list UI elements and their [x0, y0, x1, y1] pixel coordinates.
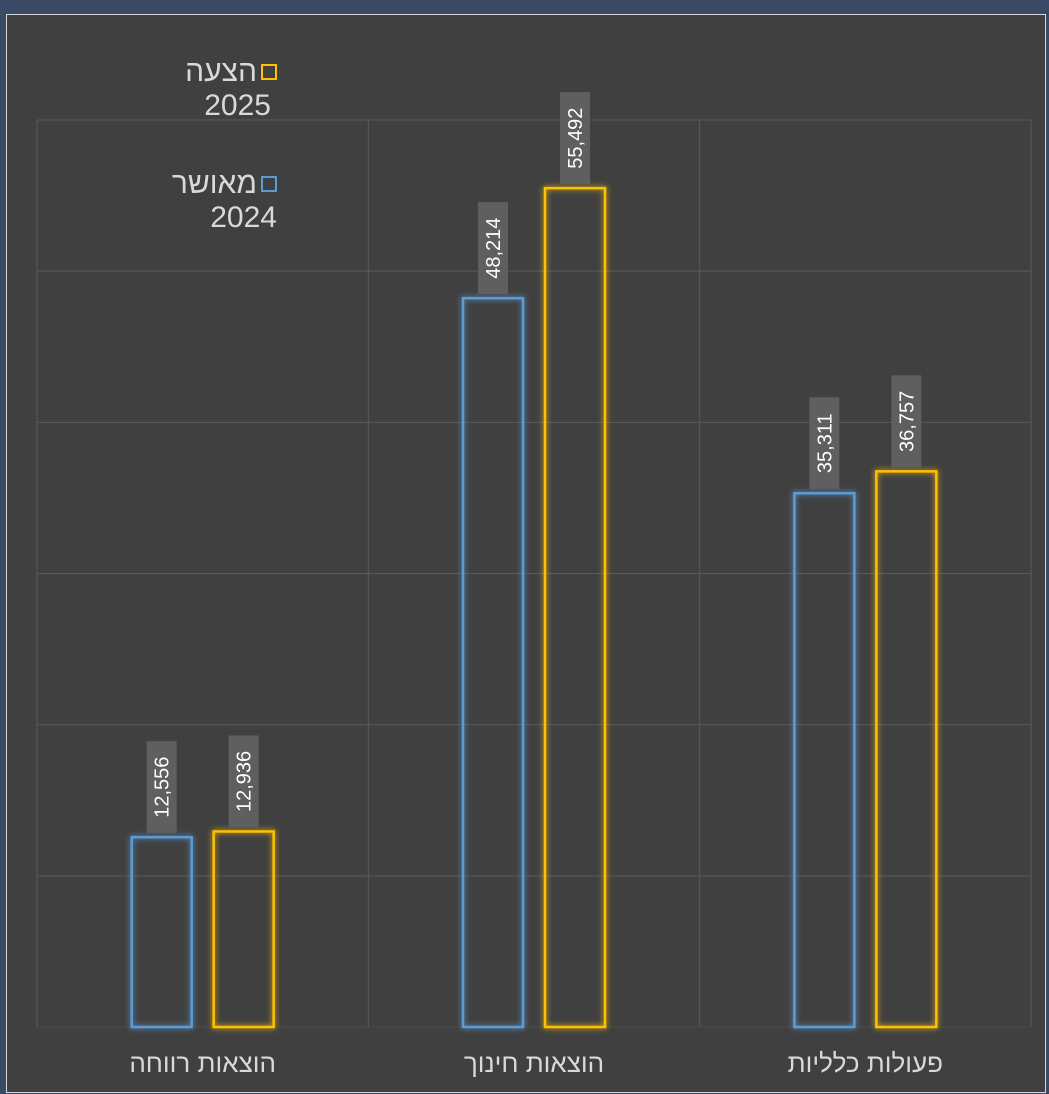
data-label: 35,311: [814, 413, 836, 473]
data-label-box: [809, 397, 840, 490]
chart-area: 35,311 36,757 פעולות כלליות 48,214 55,492 הוצ…: [6, 14, 1046, 1093]
bar-proposal-2025: [543, 186, 607, 1029]
data-label-box: [478, 202, 508, 295]
data-label-box: [891, 375, 922, 468]
legend-swatch-approved: [261, 176, 277, 192]
legend-swatch-proposal: [261, 64, 277, 80]
legend: הצעה 2025 מאושר 2024: [17, 55, 277, 235]
legend-item-proposal-2025: הצעה 2025: [17, 55, 277, 123]
data-label: 36,757: [896, 391, 918, 452]
bar-approved-2024: [130, 835, 193, 1029]
data-label: 12,936: [234, 751, 256, 812]
data-label: 48,214: [483, 218, 505, 279]
bar-approved-2024: [461, 296, 525, 1029]
bar-proposal-2025: [875, 470, 938, 1029]
x-tick-label: פעולות כלליות: [788, 1048, 943, 1078]
x-tick-label: הוצאות חינוך: [464, 1048, 604, 1078]
data-label-box: [228, 735, 259, 828]
legend-year-2024: 2024: [210, 201, 277, 234]
data-label: 12,556: [152, 757, 174, 818]
data-label-box: [560, 92, 590, 185]
x-tick-label: הוצאות רווחה: [129, 1048, 276, 1078]
bar-proposal-2025: [212, 830, 275, 1029]
bar-chart: 35,311 36,757 פעולות כלליות 48,214 55,492 הוצ…: [36, 92, 1032, 1078]
data-label: 55,492: [565, 108, 587, 169]
legend-label-proposal: הצעה: [185, 55, 257, 88]
bar-approved-2024: [793, 491, 856, 1029]
legend-label-approved: מאושר: [171, 167, 257, 200]
legend-item-approved-2024: מאושר 2024: [17, 167, 277, 235]
legend-year-2025: 2025: [204, 89, 271, 122]
data-label-box: [146, 741, 177, 834]
